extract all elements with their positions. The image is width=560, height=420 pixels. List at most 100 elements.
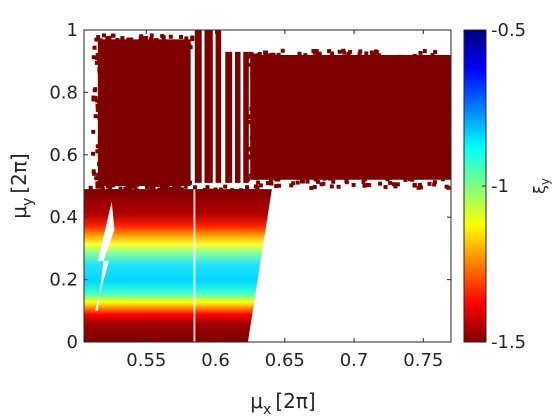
speckle-mark bbox=[252, 131, 257, 136]
speckle-mark bbox=[145, 184, 150, 189]
speckle-mark bbox=[303, 53, 308, 58]
speckle-mark bbox=[253, 53, 258, 58]
speckle-mark bbox=[95, 144, 100, 149]
speckle-mark bbox=[274, 177, 279, 182]
speckle-mark bbox=[108, 186, 113, 191]
speckle-mark bbox=[213, 187, 218, 192]
speckle-mark bbox=[126, 37, 131, 42]
speckle-mark bbox=[299, 179, 304, 184]
speckle-mark bbox=[192, 185, 197, 190]
x-tick-label: 0.7 bbox=[340, 350, 369, 371]
speckle-mark bbox=[147, 43, 152, 48]
speckle-mark bbox=[130, 184, 135, 189]
speckle-mark bbox=[97, 162, 102, 167]
plot-frame bbox=[83, 29, 452, 343]
speckle-mark bbox=[249, 135, 254, 140]
speckle-mark bbox=[327, 49, 332, 54]
speckle-mark bbox=[139, 38, 144, 43]
speckle-mark bbox=[358, 49, 363, 54]
y-tick-label: 1 bbox=[67, 20, 78, 41]
speckle-mark bbox=[164, 185, 169, 190]
speckle-mark bbox=[310, 58, 315, 63]
speckle-mark bbox=[91, 129, 96, 134]
region-middle-stripe bbox=[243, 51, 249, 183]
speckle-mark bbox=[137, 191, 142, 196]
speckle-mark bbox=[157, 187, 162, 192]
speckle-mark bbox=[129, 37, 134, 42]
band-gap bbox=[95, 260, 109, 311]
speckle-mark bbox=[107, 35, 112, 40]
speckle-mark bbox=[432, 182, 437, 187]
speckle-mark bbox=[93, 114, 98, 119]
speckle-mark bbox=[136, 181, 141, 186]
speckle-mark bbox=[143, 40, 148, 45]
speckle-mark bbox=[418, 185, 423, 190]
speckle-mark bbox=[422, 49, 427, 54]
speckle-mark bbox=[93, 96, 98, 101]
band-gap bbox=[97, 201, 115, 261]
speckle-mark bbox=[362, 177, 367, 182]
speckle-mark bbox=[274, 184, 279, 189]
speckle-mark bbox=[393, 184, 398, 189]
speckle-mark bbox=[330, 51, 335, 56]
speckle-mark bbox=[250, 71, 255, 76]
speckle-mark bbox=[95, 149, 100, 154]
speckle-mark bbox=[97, 67, 102, 72]
speckle-mark bbox=[351, 182, 356, 187]
speckle-mark bbox=[97, 69, 102, 74]
region-upper-left-block bbox=[97, 39, 191, 186]
speckle-mark bbox=[248, 173, 253, 178]
speckle-mark bbox=[289, 183, 294, 188]
speckle-mark bbox=[303, 174, 308, 179]
speckle-mark bbox=[265, 181, 270, 186]
speckle-mark bbox=[208, 188, 213, 193]
speckle-mark bbox=[96, 104, 101, 109]
speckle-mark bbox=[250, 144, 255, 149]
speckle-mark bbox=[410, 177, 415, 182]
speckle-mark bbox=[381, 173, 386, 178]
speckle-mark bbox=[88, 185, 93, 190]
speckle-mark bbox=[188, 180, 193, 185]
speckle-mark bbox=[124, 181, 129, 186]
speckle-mark bbox=[372, 53, 377, 58]
speckle-mark bbox=[417, 57, 422, 62]
speckle-mark bbox=[102, 45, 107, 50]
speckle-mark bbox=[388, 180, 393, 185]
speckle-mark bbox=[445, 59, 450, 64]
y-axis: 0 0.2 0.4 0.6 0.8 1 bbox=[49, 20, 451, 353]
speckle-mark bbox=[184, 190, 189, 195]
speckle-mark bbox=[160, 191, 165, 196]
speckle-mark bbox=[276, 52, 281, 57]
speckle-mark bbox=[298, 175, 303, 180]
speckle-mark bbox=[369, 50, 374, 55]
speckle-mark bbox=[365, 182, 370, 187]
speckle-mark bbox=[156, 191, 161, 196]
region-middle-stripe bbox=[215, 30, 222, 183]
y-tick-label: 0.6 bbox=[49, 145, 78, 166]
speckle-mark bbox=[361, 179, 366, 184]
speckle-mark bbox=[95, 184, 100, 189]
speckle-mark bbox=[297, 51, 302, 56]
speckle-mark bbox=[255, 72, 260, 77]
speckle-mark bbox=[293, 56, 298, 61]
speckle-mark bbox=[218, 187, 223, 192]
speckle-mark bbox=[123, 191, 128, 196]
speckle-mark bbox=[410, 175, 415, 180]
speckle-mark bbox=[263, 50, 268, 55]
speckle-mark bbox=[257, 51, 262, 56]
speckle-mark bbox=[430, 60, 435, 65]
speckle-mark bbox=[187, 43, 192, 48]
speckle-mark bbox=[269, 176, 274, 181]
speckle-mark bbox=[174, 190, 179, 195]
speckle-mark bbox=[223, 184, 228, 189]
speckle-mark bbox=[161, 181, 166, 186]
speckle-mark bbox=[420, 61, 425, 66]
speckle-mark bbox=[337, 49, 342, 54]
speckle-mark bbox=[252, 90, 257, 95]
speckle-mark bbox=[168, 189, 173, 194]
speckle-mark bbox=[432, 180, 437, 185]
speckle-mark bbox=[256, 143, 261, 148]
speckle-mark bbox=[295, 180, 300, 185]
speckle-mark bbox=[96, 35, 101, 40]
speckle-mark bbox=[317, 51, 322, 56]
